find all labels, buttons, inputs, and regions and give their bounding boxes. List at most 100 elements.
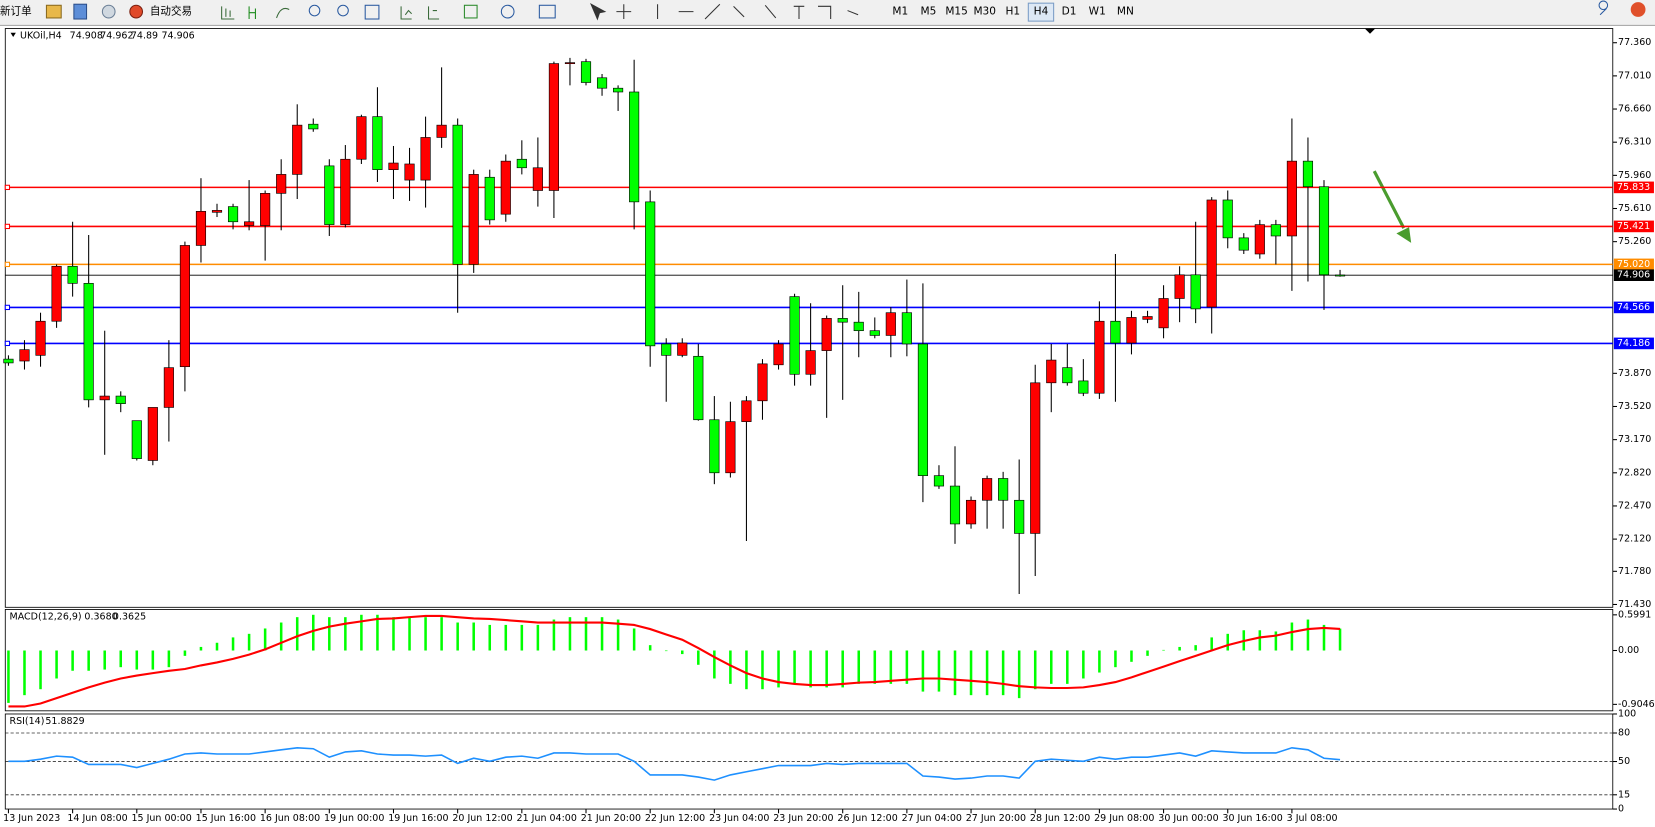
- auto-trading-button[interactable]: 自动交易: [150, 5, 192, 18]
- new-order-button[interactable]: 新订单: [0, 5, 32, 18]
- icon[interactable]: [45, 4, 62, 19]
- candle-body: [773, 343, 784, 366]
- candle-body: [436, 124, 447, 138]
- macd-bar: [263, 628, 267, 651]
- rsi-value: 51.8829: [45, 716, 84, 727]
- x-tick-label: 20 Jun 12:00: [452, 813, 512, 824]
- auto-trading-icon[interactable]: [129, 4, 144, 19]
- candle-body: [821, 318, 832, 351]
- macd-bar: [1098, 650, 1101, 673]
- timeframe-button[interactable]: MN: [1117, 6, 1134, 18]
- candle-body: [163, 367, 174, 408]
- icon[interactable]: [657, 3, 859, 20]
- candle-body: [35, 320, 46, 356]
- macd-bar: [1290, 622, 1294, 651]
- macd-bar: [39, 650, 42, 690]
- y-tick-label: 72.470: [1618, 500, 1651, 511]
- timeframe-button[interactable]: M1: [892, 6, 908, 18]
- macd-signal-value: 0.3625: [113, 611, 146, 622]
- candle-body: [324, 165, 335, 225]
- candle-body: [1302, 160, 1314, 188]
- macd-bar: [905, 650, 909, 684]
- icon[interactable]: [221, 6, 235, 20]
- candle-body: [1142, 316, 1153, 320]
- icon[interactable]: [616, 4, 632, 20]
- icon[interactable]: [101, 4, 116, 19]
- y-tick-label: 80: [1618, 727, 1630, 738]
- icon[interactable]: [308, 4, 321, 17]
- timeframe-button[interactable]: W1: [1089, 6, 1106, 18]
- notification-icon[interactable]: [1630, 2, 1646, 17]
- candle-body: [99, 395, 110, 401]
- timeframe-button[interactable]: M15: [945, 6, 968, 18]
- level-handle: [4, 304, 11, 311]
- macd-bar: [151, 650, 155, 670]
- macd-bar: [777, 650, 780, 688]
- x-tick-label: 23 Jun 04:00: [709, 813, 769, 824]
- macd-bar: [1049, 650, 1053, 684]
- candle-body: [1318, 186, 1330, 276]
- macd-bar: [648, 645, 652, 651]
- macd-bar: [295, 617, 299, 651]
- y-tick-label: 77.360: [1618, 37, 1651, 48]
- macd-bar: [87, 650, 90, 671]
- macd-bar: [1082, 650, 1085, 679]
- macd-bar: [664, 650, 668, 652]
- timeframe-button[interactable]: M30: [973, 6, 996, 18]
- macd-bar: [552, 619, 556, 651]
- icon[interactable]: [276, 7, 290, 19]
- macd-bar: [632, 628, 636, 651]
- candle-body: [211, 210, 223, 213]
- macd-bar: [1033, 650, 1037, 690]
- icon[interactable]: [538, 4, 556, 19]
- arrow-head: [1396, 227, 1412, 243]
- timeframe-button[interactable]: M5: [921, 6, 937, 18]
- icon[interactable]: [589, 3, 607, 21]
- icon[interactable]: [400, 6, 413, 20]
- y-tick-label: -0.9046: [1618, 699, 1655, 710]
- macd-bar: [985, 650, 989, 696]
- candle-body: [564, 62, 576, 64]
- candle-body: [1286, 160, 1297, 237]
- candle-body: [789, 296, 800, 375]
- search-icon[interactable]: [1598, 0, 1609, 16]
- icon[interactable]: [500, 4, 515, 19]
- candle-body: [19, 349, 30, 362]
- icon[interactable]: [463, 4, 478, 19]
- price-tag-label: 74.906: [1617, 270, 1650, 281]
- price-tag-label: 75.020: [1617, 259, 1650, 270]
- macd-bar: [729, 650, 732, 684]
- macd-bar: [135, 650, 139, 670]
- candle-body: [356, 116, 367, 160]
- macd-bar: [841, 650, 844, 688]
- timeframe-button[interactable]: D1: [1062, 6, 1077, 18]
- y-tick-label: 72.820: [1618, 467, 1651, 478]
- y-tick-label: 75.610: [1618, 203, 1651, 214]
- price-tag-label: 75.421: [1617, 221, 1650, 232]
- level-handle: [4, 261, 11, 268]
- y-tick-label: 73.170: [1618, 434, 1651, 445]
- y-tick-label: 50: [1618, 756, 1630, 767]
- macd-bar: [600, 617, 604, 651]
- icon[interactable]: [73, 3, 88, 20]
- icon[interactable]: [364, 4, 380, 20]
- candle-body: [998, 478, 1009, 501]
- candle-body: [982, 478, 993, 501]
- timeframe-button[interactable]: H1: [1006, 6, 1021, 18]
- macd-bar: [568, 617, 572, 651]
- icon[interactable]: [427, 6, 440, 20]
- price-tag: [1613, 337, 1654, 350]
- candle-body: [340, 158, 351, 225]
- macd-bar: [793, 650, 796, 684]
- rsi-line: [8, 746, 1341, 781]
- macd-bar: [1226, 633, 1230, 651]
- macd-bar: [745, 650, 748, 690]
- candle-body: [3, 358, 14, 364]
- timeframe-button[interactable]: H4: [1034, 6, 1049, 18]
- active-timeframe-frame: [1027, 2, 1055, 22]
- icon[interactable]: [337, 4, 349, 17]
- icon[interactable]: [248, 6, 256, 20]
- macd-bar: [119, 650, 123, 668]
- candle-body: [388, 162, 399, 170]
- y-tick-label: 73.520: [1618, 401, 1651, 412]
